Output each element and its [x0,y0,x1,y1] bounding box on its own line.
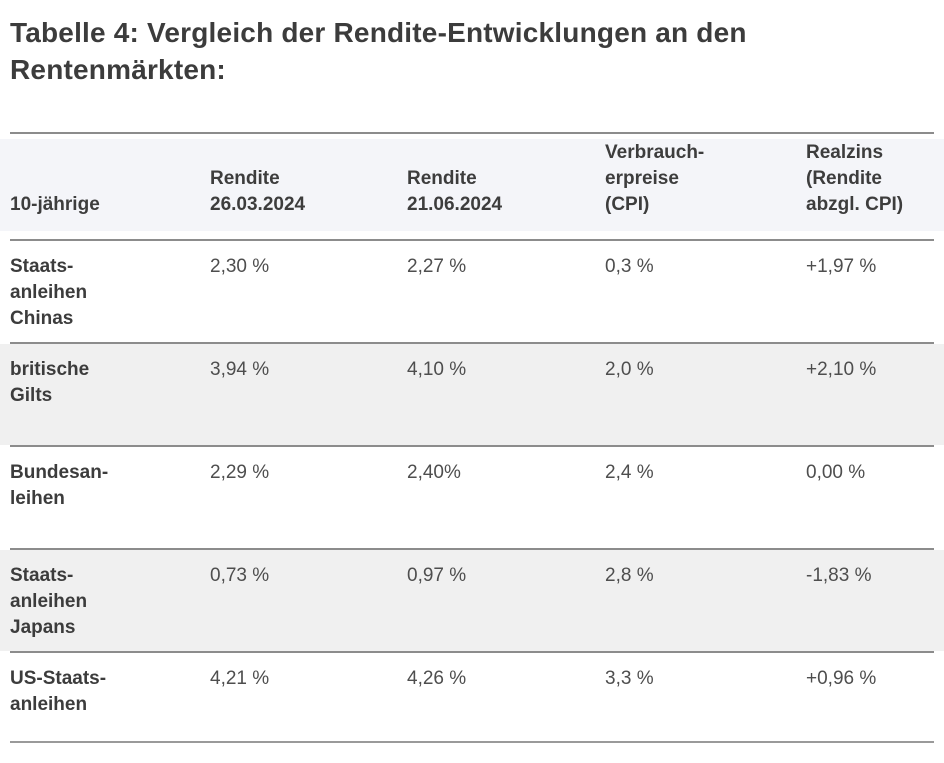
cell-rendite-2603: 3,94 % [210,359,270,380]
cell-rendite-2106: 4,10 % [407,359,467,380]
row-label: Staats- anleihen Japans [10,565,88,638]
row-separator-rule [10,342,934,344]
cell-realzins: +1,97 % [806,256,877,277]
row-label: Staats- anleihen Chinas [10,256,88,329]
table-row-bundesanleihen: Bundesan- leihen 2,29 % 2,40% 2,4 % 0,00… [0,447,944,548]
table-row-us-staatsanleihen: US-Staats- anleihen 4,21 % 4,26 % 3,3 % … [0,653,944,741]
table-bottom-rule [10,741,934,743]
row-separator-rule [10,548,934,550]
row-separator-rule [10,651,934,653]
column-header-rendite-21-06-2024: Rendite 21.06.2024 [407,168,503,215]
cell-realzins: 0,00 % [806,462,866,483]
cell-cpi: 0,3 % [605,256,654,277]
row-label: US-Staats- anleihen [10,668,107,715]
cell-realzins: +0,96 % [806,668,877,689]
cell-rendite-2603: 2,30 % [210,256,270,277]
row-label: britische Gilts [10,359,90,406]
row-separator-rule [10,239,934,241]
page-title: Tabelle 4: Vergleich der Rendite-Entwick… [10,17,747,85]
table-row-staatsanleihen-chinas: Staats- anleihen Chinas 2,30 % 2,27 % 0,… [0,241,944,342]
cell-rendite-2603: 4,21 % [210,668,270,689]
cell-rendite-2603: 0,73 % [210,565,270,586]
table-header-row: 10-jährige Rendite 26.03.2024 Rendite 21… [0,139,944,231]
cell-cpi: 3,3 % [605,668,654,689]
cell-cpi: 2,0 % [605,359,654,380]
table-row-britische-gilts: britische Gilts 3,94 % 4,10 % 2,0 % +2,1… [0,344,944,445]
column-header-verbraucherpreise-cpi: Verbrauch- erpreise (CPI) [605,142,705,215]
rendite-comparison-table: 10-jährige Rendite 26.03.2024 Rendite 21… [0,132,944,743]
table-top-rule [10,132,934,134]
cell-cpi: 2,8 % [605,565,654,586]
cell-rendite-2106: 2,27 % [407,256,467,277]
cell-cpi: 2,4 % [605,462,654,483]
column-header-realzins: Realzins (Rendite abzgl. CPI) [806,142,904,215]
column-header-rendite-26-03-2024: Rendite 26.03.2024 [210,168,306,215]
cell-realzins: -1,83 % [806,565,872,586]
cell-realzins: +2,10 % [806,359,877,380]
cell-rendite-2106: 2,40% [407,462,461,483]
column-header-10-jaehrige: 10-jährige [10,194,100,215]
cell-rendite-2106: 0,97 % [407,565,467,586]
cell-rendite-2603: 2,29 % [210,462,270,483]
row-separator-rule [10,445,934,447]
cell-rendite-2106: 4,26 % [407,668,467,689]
row-label: Bundesan- leihen [10,462,109,509]
table-row-staatsanleihen-japans: Staats- anleihen Japans 0,73 % 0,97 % 2,… [0,550,944,651]
